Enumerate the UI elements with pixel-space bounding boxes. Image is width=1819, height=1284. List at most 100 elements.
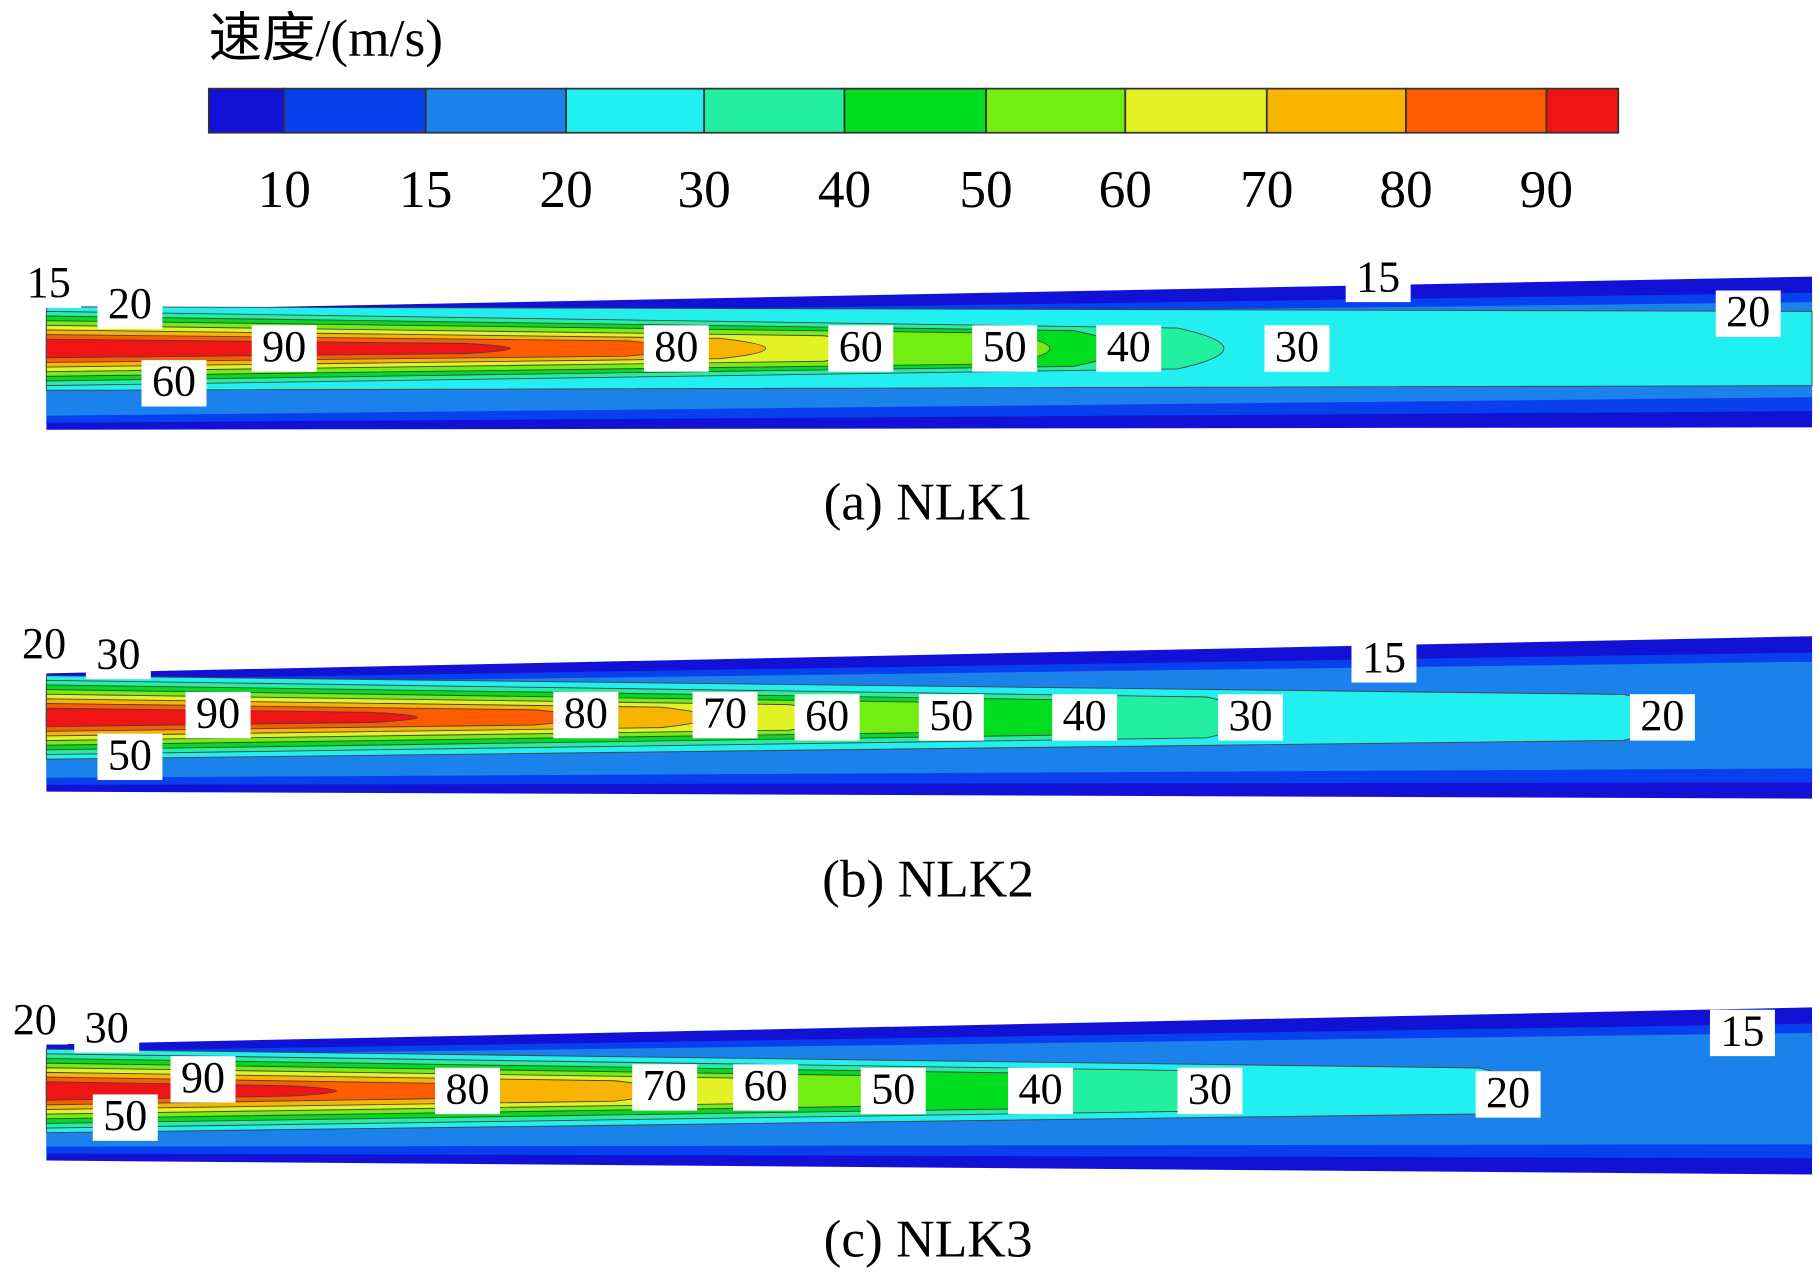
label-box <box>972 325 1038 372</box>
colorbar-tick-label: 50 <box>959 159 1012 219</box>
label-box <box>2 998 68 1045</box>
contour-label: 15 <box>1720 1006 1764 1055</box>
contour-label: 80 <box>445 1064 489 1113</box>
contour-label: 30 <box>96 629 140 678</box>
contour-label: 60 <box>744 1061 788 1110</box>
label-box <box>11 622 77 669</box>
colorbar-segment <box>1545 87 1620 134</box>
colorbar-segment <box>1265 87 1407 134</box>
contour-label: 50 <box>983 322 1027 371</box>
label-box <box>1177 1067 1243 1115</box>
contour-label: 20 <box>13 995 57 1044</box>
label-box <box>828 325 894 372</box>
label-box <box>97 282 163 329</box>
contour-label: 80 <box>564 689 608 738</box>
label-box <box>16 261 82 308</box>
label-box <box>1709 1009 1775 1057</box>
contour-label: 30 <box>1229 691 1273 740</box>
colorbar-tick-label: 60 <box>1099 159 1152 219</box>
contour-label: 30 <box>1188 1064 1232 1113</box>
label-box <box>85 632 151 680</box>
label-box <box>1475 1071 1541 1118</box>
colorbar-tick-label: 20 <box>539 159 592 219</box>
label-box <box>92 1094 158 1141</box>
contour-label: 50 <box>929 691 973 740</box>
label-box <box>794 694 860 741</box>
contour-label: 40 <box>1063 691 1107 740</box>
label-box <box>1096 325 1162 372</box>
contour-label: 30 <box>85 1003 129 1052</box>
label-box <box>1008 1067 1074 1115</box>
label-box <box>170 1056 236 1103</box>
colorbar-segment <box>843 87 987 134</box>
contour-label: 40 <box>1019 1064 1063 1113</box>
colorbar-tick-label: 70 <box>1240 159 1293 219</box>
contour-label: 80 <box>654 322 698 371</box>
contour-label: 90 <box>196 689 240 738</box>
label-box <box>97 733 163 781</box>
colorbar-segment <box>565 87 706 134</box>
colorbar-segment <box>703 87 846 134</box>
contour-label: 15 <box>27 258 71 307</box>
label-box <box>860 1067 926 1115</box>
contour-label: 50 <box>108 730 152 779</box>
contour-label: 20 <box>1726 287 1770 336</box>
panel-caption: (c) NLK3 <box>824 1208 1033 1268</box>
colorbar-tick-label: 10 <box>258 159 311 219</box>
label-box <box>632 1064 698 1111</box>
contour-label: 20 <box>22 619 66 668</box>
contour-label: 30 <box>1275 322 1319 371</box>
label-box <box>435 1067 500 1115</box>
label-box <box>692 691 758 739</box>
contour-label: 50 <box>103 1091 147 1140</box>
label-box <box>1345 255 1411 303</box>
colorbar-tick-label: 15 <box>399 159 452 219</box>
contour-label: 60 <box>152 357 196 406</box>
contour-label: 90 <box>181 1053 225 1102</box>
contour-label: 50 <box>871 1064 915 1113</box>
contour-label: 15 <box>1356 252 1400 301</box>
colorbar-segment <box>424 87 567 134</box>
label-box <box>1052 694 1118 741</box>
contour-label: 70 <box>643 1061 687 1110</box>
colorbar-segment <box>1124 87 1268 134</box>
contour-label: 15 <box>1362 633 1406 682</box>
label-box <box>643 325 709 372</box>
label-box <box>553 691 619 739</box>
label-box <box>1351 636 1417 683</box>
colorbar-tick-label: 30 <box>677 159 730 219</box>
contour-label: 40 <box>1107 322 1151 371</box>
panel-caption: (a) NLK1 <box>824 472 1033 532</box>
colorbar-title: 速度/(m/s) <box>209 8 443 68</box>
label-box <box>733 1064 799 1111</box>
colorbar-tick-label: 40 <box>818 159 871 219</box>
colorbar-segment <box>985 87 1127 134</box>
colorbar-tick-label: 80 <box>1379 159 1432 219</box>
contour-label: 20 <box>1486 1068 1530 1117</box>
contour-label: 60 <box>805 691 849 740</box>
contour-label: 60 <box>839 322 883 371</box>
contour-panel: 20 30 90 80 70 60 50 40 30 15 20 50 <box>11 619 1813 799</box>
label-box <box>1715 290 1781 337</box>
contour-label: 70 <box>703 689 747 738</box>
colorbar-tick-label: 90 <box>1520 159 1573 219</box>
contour-label: 20 <box>108 279 152 328</box>
colorbar-segment <box>1405 87 1548 134</box>
label-box <box>251 325 317 372</box>
label-box <box>141 360 207 407</box>
label-box <box>1218 694 1284 741</box>
contour-label: 90 <box>262 322 306 371</box>
label-box <box>74 1006 140 1053</box>
panel-caption: (b) NLK2 <box>822 849 1034 909</box>
label-box <box>1264 325 1330 372</box>
colorbar-segment <box>207 87 286 134</box>
contour-label: 20 <box>1640 691 1684 740</box>
label-box <box>1629 694 1695 741</box>
label-box <box>918 694 984 741</box>
contour-panel: 20 30 90 80 70 60 50 40 30 20 15 50 <box>2 995 1813 1175</box>
label-box <box>185 691 251 739</box>
colorbar-segment <box>283 87 427 134</box>
